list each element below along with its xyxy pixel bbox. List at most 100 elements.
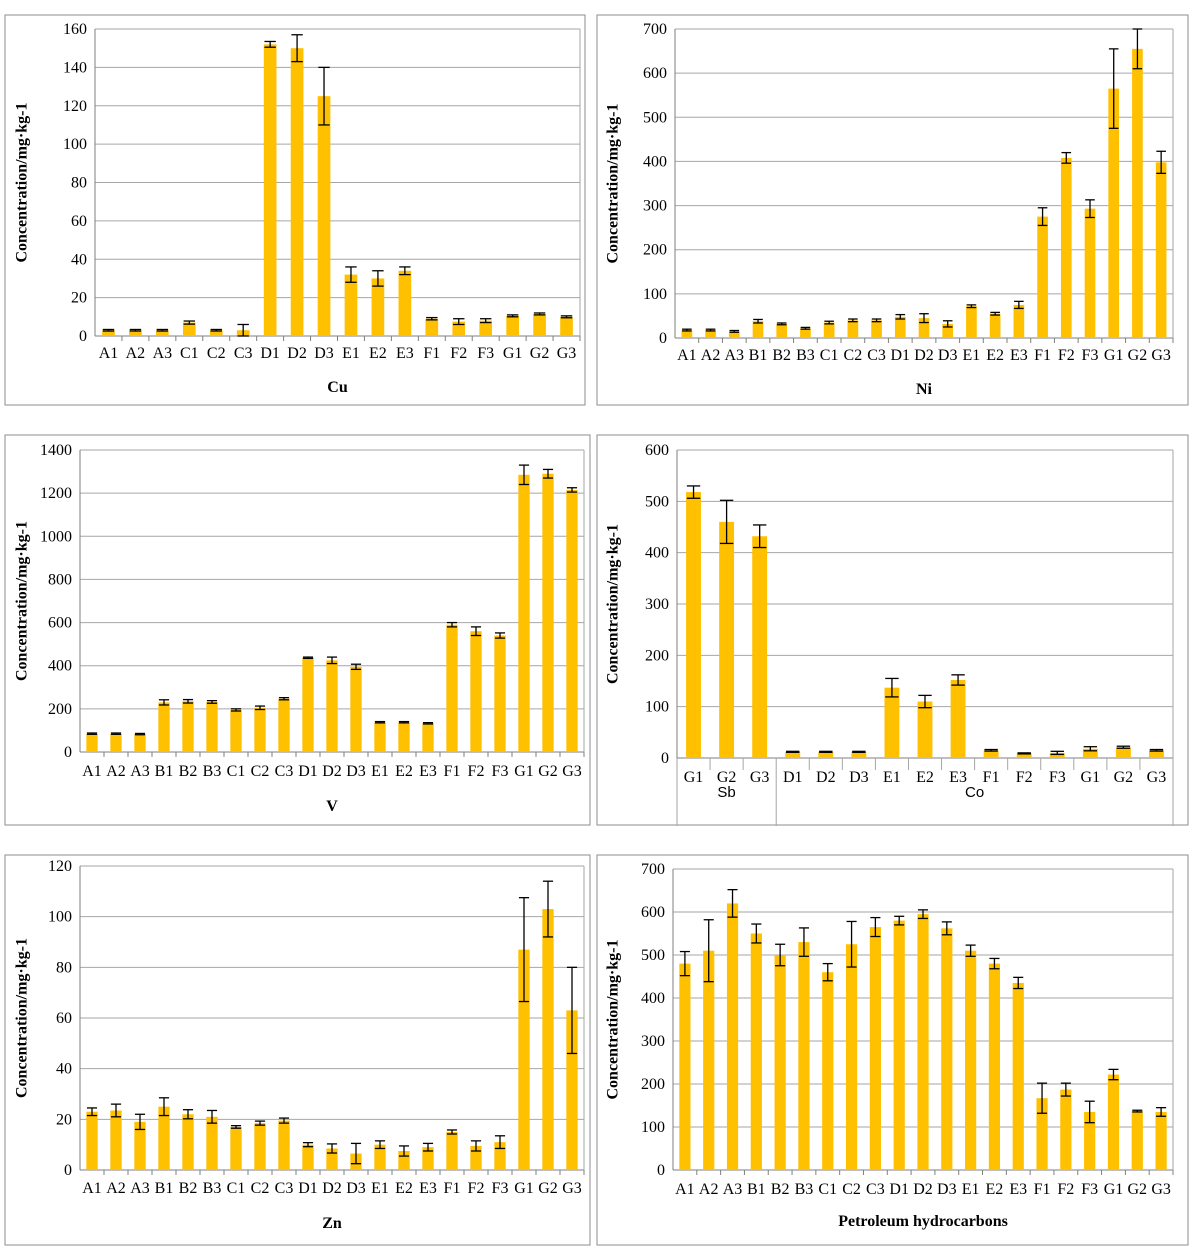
x-category-label: C1 [818, 1181, 837, 1198]
bar [917, 701, 933, 758]
x-category-label: E1 [963, 347, 981, 364]
x-category-label: F1 [444, 763, 461, 780]
y-tick-label: 100 [63, 136, 87, 153]
bar [86, 733, 98, 752]
x-category-label: G3 [750, 769, 770, 786]
chart-panel-ni: 0 100 200 300 400 500 600 700 A1 A2 A3 B1 B2 B3 C1 C2 C3… [596, 14, 1189, 406]
bar [398, 270, 412, 336]
chart-panel-sb-co: 0 100 200 300 400 500 600 G1 G2 G3 D1 D2 D3 E1 E2 E3 F1 F… [596, 434, 1189, 826]
x-category-label: G3 [1151, 347, 1171, 364]
x-axis-title: Ni [916, 381, 933, 398]
x-category-label: E1 [883, 769, 901, 786]
x-category-label: C2 [842, 1181, 861, 1198]
bar [566, 489, 578, 752]
bar [1082, 748, 1098, 758]
x-category-label: D3 [346, 763, 366, 780]
bar [989, 313, 1001, 338]
y-tick-label: 600 [48, 615, 72, 632]
y-axis-title: Concentration/mg·kg-1 [14, 521, 31, 681]
chart-panel-v: 0 200 400 600 800 1000 1200 1400 A1 A2 A3 B1 B2 B3 C1 C… [4, 434, 591, 826]
y-tick-label: 500 [641, 947, 665, 964]
x-category-label: A3 [723, 1181, 743, 1198]
bar [134, 1121, 146, 1170]
y-tick-label: 160 [63, 21, 87, 38]
chart-panel-petroleum-hydrocarbons: 0 100 200 300 400 500 600 700 A1 A2 A3 B1 B2 B3 C1 C2 C3… [596, 854, 1189, 1246]
bar [705, 330, 716, 338]
y-tick-label: 500 [645, 493, 669, 510]
y-axis-title: Concentration/mg·kg-1 [605, 104, 622, 264]
bar [156, 330, 169, 336]
bar [728, 331, 740, 338]
x-category-label: A2 [701, 347, 721, 364]
bar [374, 1144, 386, 1170]
bar [703, 950, 715, 1170]
x-category-label: C3 [275, 1180, 294, 1197]
x-category-label: G3 [1147, 769, 1167, 786]
bar [350, 666, 362, 752]
y-axis-title: Concentration/mg·kg-1 [14, 103, 31, 263]
y-axis-title: Concentration/mg·kg-1 [605, 524, 622, 684]
x-category-label: E3 [1009, 1181, 1027, 1198]
y-tick-label: 400 [643, 153, 667, 170]
bar [422, 723, 434, 752]
x-category-label: F3 [492, 763, 509, 780]
x-category-label: D3 [937, 1181, 957, 1198]
x-axis-title: Zn [322, 1215, 342, 1232]
bar [425, 318, 439, 336]
bar [254, 1123, 266, 1170]
x-category-label: F3 [477, 345, 494, 362]
x-category-label: C1 [227, 1180, 246, 1197]
chart-frame [4, 434, 591, 826]
y-tick-label: 600 [643, 65, 667, 82]
bar [800, 328, 811, 338]
y-tick-label: 200 [48, 701, 72, 718]
x-category-label: G2 [538, 763, 558, 780]
y-tick-label: 400 [645, 545, 669, 562]
bar [851, 751, 867, 758]
y-tick-label: 20 [56, 1111, 72, 1128]
bar [1084, 208, 1096, 338]
bar [942, 323, 954, 338]
y-tick-label: 0 [64, 744, 72, 761]
x-category-label: F3 [1049, 769, 1066, 786]
bar [726, 903, 739, 1170]
bar [374, 722, 386, 752]
bar [326, 1148, 338, 1170]
bar [398, 722, 410, 752]
bar [1155, 162, 1167, 338]
bar [1037, 216, 1048, 338]
x-category-label: G1 [1104, 347, 1124, 364]
bar [752, 321, 764, 338]
x-category-label: C2 [251, 1180, 270, 1197]
x-category-label: E1 [342, 345, 360, 362]
chart-panel-cu: 0 20 40 60 80 100 120 140 160 A1 A2 A3 C1 C2 C3 D1 D2 D3 E… [4, 14, 586, 406]
bar [1012, 982, 1024, 1170]
x-category-label: C2 [207, 345, 226, 362]
bar [446, 624, 458, 752]
x-category-label: E3 [1010, 347, 1028, 364]
y-tick-label: 60 [56, 1010, 72, 1027]
x-category-label: G2 [538, 1180, 558, 1197]
bar [1115, 747, 1131, 758]
chart-frame [4, 854, 591, 1246]
bar [893, 920, 905, 1170]
y-tick-label: 40 [56, 1061, 72, 1078]
x-category-label: A3 [130, 763, 150, 780]
y-axis-title: Concentration/mg·kg-1 [605, 940, 622, 1100]
x-category-label: F2 [450, 345, 467, 362]
x-category-label: E2 [395, 763, 413, 780]
bar [847, 320, 859, 338]
y-tick-label: 200 [645, 647, 669, 664]
x-category-label: B3 [795, 1181, 814, 1198]
x-category-label: B1 [155, 1180, 174, 1197]
x-category-label: F1 [983, 769, 1000, 786]
bar [983, 750, 999, 758]
bar [823, 322, 835, 338]
x-category-label: D2 [914, 347, 934, 364]
x-category-label: E3 [396, 345, 414, 362]
y-tick-label: 100 [641, 1119, 665, 1136]
y-tick-label: 1000 [40, 528, 72, 545]
x-category-label: E2 [395, 1180, 413, 1197]
bar [918, 318, 930, 338]
x-category-label: D2 [322, 763, 342, 780]
